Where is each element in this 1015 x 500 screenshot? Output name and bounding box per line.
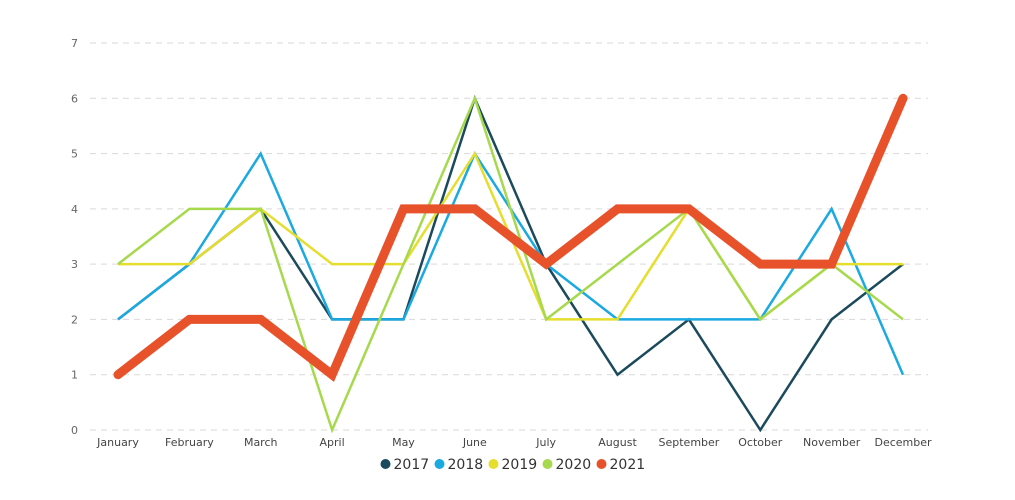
legend-item-2018[interactable]: 2018: [434, 457, 484, 473]
legend-label: 2017: [394, 457, 430, 473]
legend-marker: [488, 459, 499, 469]
legend-marker: [596, 459, 607, 469]
series-layer: [113, 93, 908, 434]
x-tick-label: October: [738, 436, 782, 449]
series-line-2020: [117, 94, 904, 434]
legend-item-2020[interactable]: 2020: [542, 457, 592, 473]
legend[interactable]: 2017 2018 2019 2020 2021: [380, 457, 646, 473]
x-axis: January February March April May June July Augu…: [96, 436, 932, 449]
legend-item-2019[interactable]: 2019: [488, 457, 538, 473]
x-tick-label: May: [392, 436, 415, 449]
y-tick-label: 6: [71, 92, 78, 105]
y-tick-label: 2: [71, 313, 78, 326]
y-tick-label: 0: [71, 424, 78, 437]
legend-label: 2021: [610, 457, 646, 473]
series-line-2021: [113, 93, 908, 382]
x-tick-label: September: [659, 436, 720, 449]
legend-label: 2018: [448, 457, 484, 473]
y-tick-label: 1: [71, 369, 78, 382]
y-tick-label: 5: [71, 148, 78, 161]
y-tick-label: 4: [71, 203, 78, 216]
legend-label: 2020: [556, 457, 592, 473]
legend-marker: [434, 459, 445, 469]
x-tick-label: November: [803, 436, 861, 449]
x-tick-label: August: [598, 436, 637, 449]
x-tick-label: December: [874, 436, 932, 449]
x-tick-label: February: [165, 436, 214, 449]
legend-label: 2019: [502, 457, 538, 473]
x-tick-label: April: [320, 436, 345, 449]
legend-marker: [380, 459, 391, 469]
legend-item-2017[interactable]: 2017: [380, 457, 430, 473]
y-tick-label: 3: [71, 258, 78, 271]
x-tick-label: June: [462, 436, 487, 449]
x-tick-label: March: [244, 436, 278, 449]
y-tick-label: 7: [71, 37, 78, 50]
y-axis: 0 1 2 3 4 5 6 7: [71, 37, 78, 437]
legend-marker: [542, 459, 553, 469]
x-tick-label: July: [535, 436, 556, 449]
legend-item-2021[interactable]: 2021: [596, 457, 646, 473]
x-tick-label: January: [96, 436, 139, 449]
